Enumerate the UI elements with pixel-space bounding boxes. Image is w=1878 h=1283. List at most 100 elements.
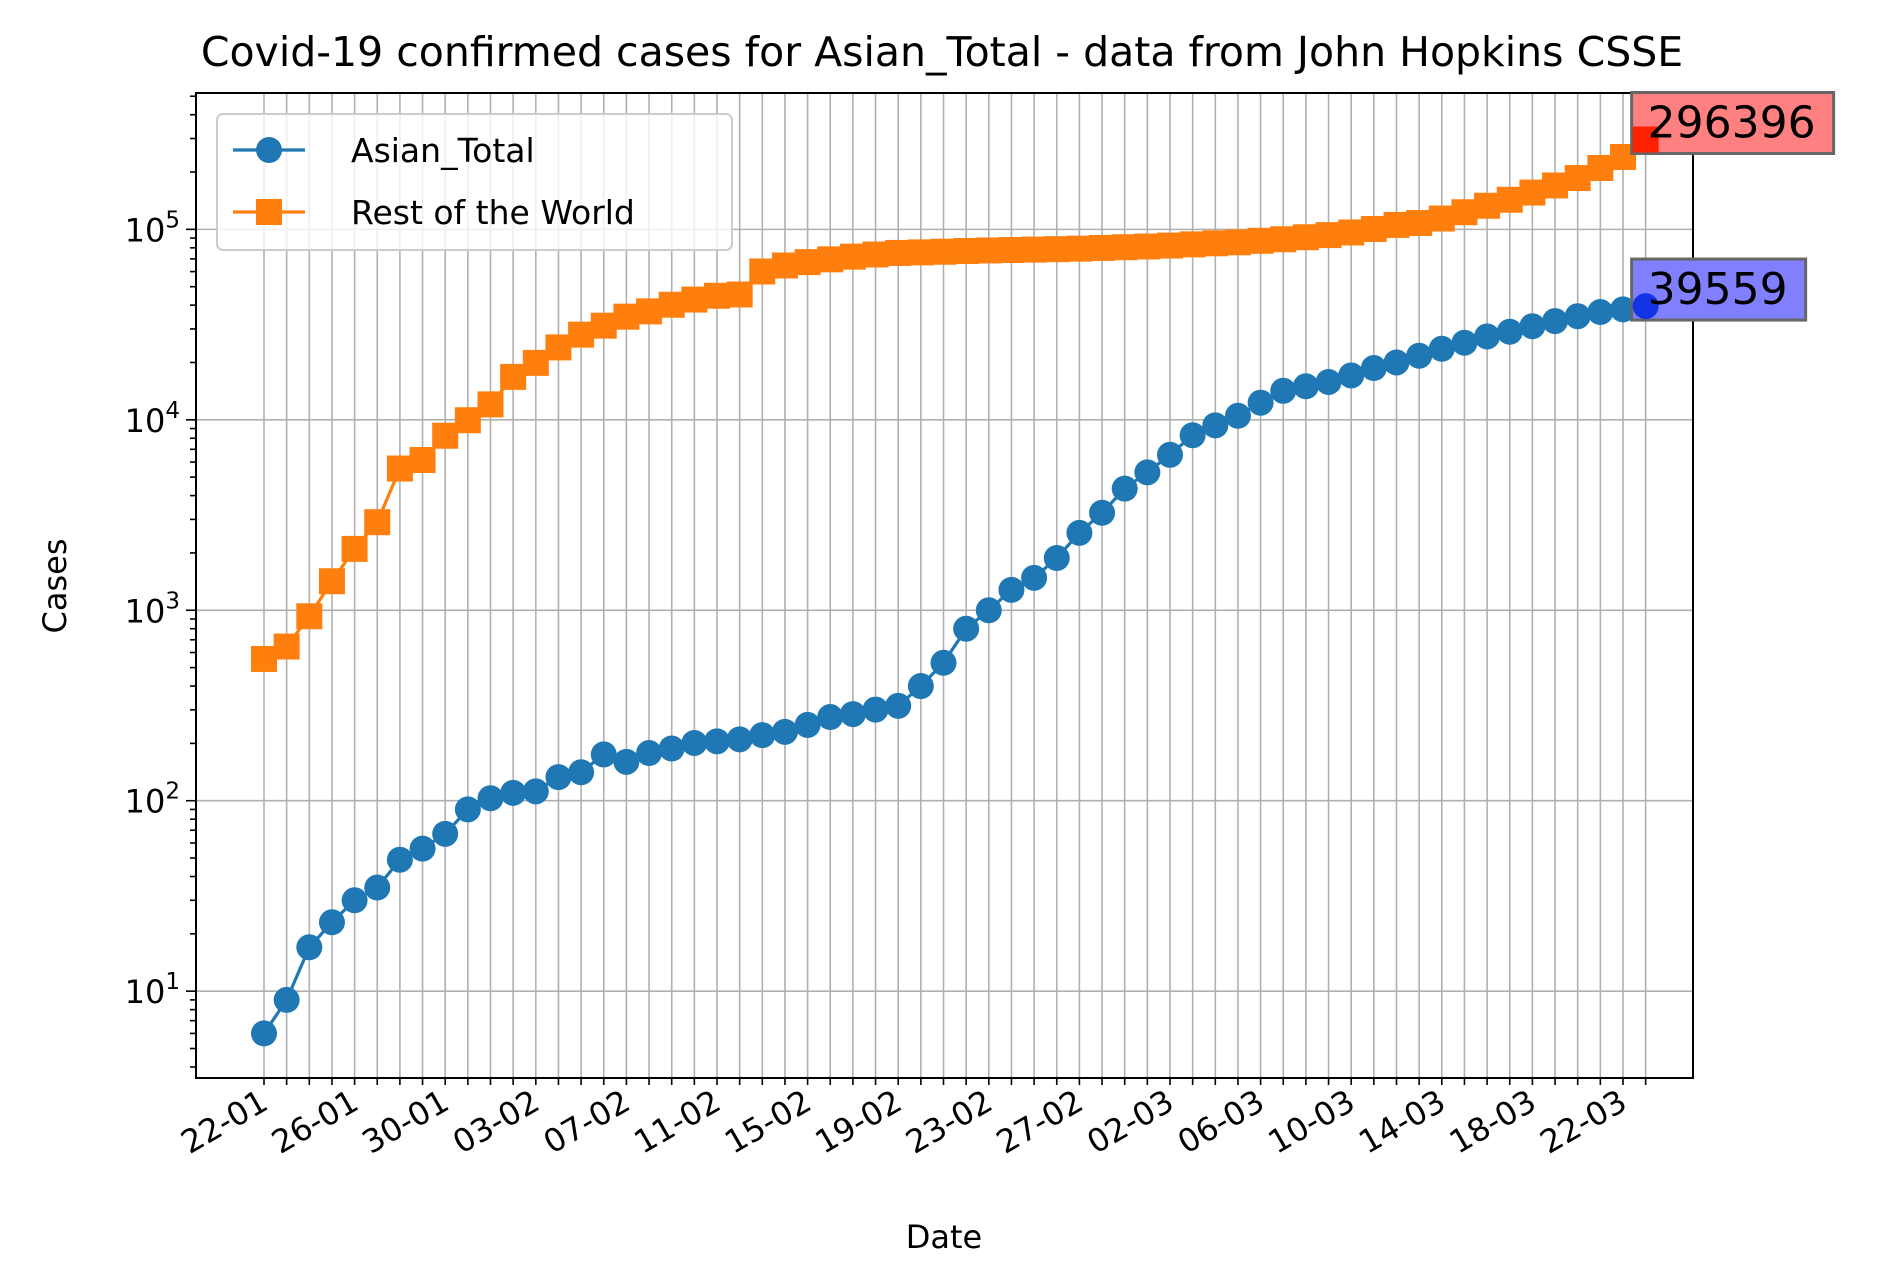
data-point (1338, 362, 1365, 389)
data-point (1496, 318, 1523, 345)
data-point (1270, 377, 1297, 404)
highlight-point (1632, 293, 1659, 320)
data-point (1292, 224, 1319, 251)
data-point (930, 649, 957, 676)
data-point (1383, 349, 1410, 376)
annotation: 39559 (1630, 257, 1808, 322)
data-point (364, 509, 391, 536)
data-point (1089, 499, 1116, 526)
data-point (568, 759, 595, 786)
data-point (1564, 303, 1591, 330)
data-point (1360, 215, 1387, 242)
y-tick-label: 105 (125, 207, 180, 249)
data-point (1089, 234, 1116, 261)
data-point (545, 764, 572, 791)
legend: Asian_Total Rest of the World (216, 113, 733, 251)
data-point (500, 363, 527, 390)
annotation-box (1630, 257, 1808, 322)
data-point (1338, 219, 1365, 246)
data-point (1134, 233, 1161, 260)
data-point (522, 778, 549, 805)
data-point (1224, 229, 1251, 256)
data-point (681, 729, 708, 756)
data-point (1564, 165, 1591, 192)
data-point (1406, 342, 1433, 369)
plot-frame (195, 92, 1694, 1079)
annotation-box (1630, 90, 1836, 155)
data-point (1134, 459, 1161, 486)
data-point (1021, 236, 1048, 263)
data-point (432, 422, 459, 449)
data-point (590, 312, 617, 339)
data-point (273, 633, 300, 660)
data-point (386, 455, 413, 482)
legend-swatch-marker (256, 199, 282, 225)
legend-label: Rest of the World (351, 193, 635, 232)
data-point (1202, 230, 1229, 257)
annotation-label: 39559 (1648, 264, 1788, 315)
data-point (975, 237, 1002, 264)
highlight-point (1632, 126, 1659, 153)
legend-label: Asian_Total (351, 131, 535, 170)
data-point (409, 835, 436, 862)
data-point (907, 673, 934, 700)
data-point (1474, 323, 1501, 350)
data-point (1383, 211, 1410, 238)
data-point (1428, 205, 1455, 232)
data-point (1111, 234, 1138, 261)
data-point (885, 692, 912, 719)
data-point (1043, 236, 1070, 263)
data-point (998, 237, 1025, 264)
data-point (568, 321, 595, 348)
data-point (500, 779, 527, 806)
annotations: 296396 39559 (1630, 90, 1836, 322)
data-point (318, 568, 345, 595)
data-point (839, 243, 866, 270)
data-point (1224, 402, 1251, 429)
data-point (432, 820, 459, 847)
data-point (794, 711, 821, 738)
data-point (296, 603, 323, 630)
data-point (839, 701, 866, 728)
data-point (477, 785, 504, 812)
data-point (1066, 235, 1093, 262)
y-axis-label: Cases (36, 539, 74, 634)
data-point (1111, 475, 1138, 502)
data-point (704, 728, 730, 755)
data-point (862, 241, 889, 268)
data-point (1474, 192, 1501, 219)
data-point (1247, 227, 1274, 254)
data-point (658, 291, 685, 318)
data-point (296, 934, 323, 961)
y-tick-label: 104 (125, 398, 180, 440)
data-point (454, 407, 481, 434)
data-point (1519, 313, 1546, 340)
data-point (681, 286, 708, 313)
data-point (1292, 373, 1319, 400)
data-point (726, 281, 753, 308)
data-point (953, 237, 980, 264)
data-point (1428, 335, 1455, 362)
data-point (749, 722, 776, 749)
data-point (953, 615, 980, 642)
data-point (1179, 422, 1206, 449)
y-tick-label: 101 (125, 969, 180, 1011)
data-point (771, 252, 798, 279)
data-point (318, 909, 345, 936)
legend-item: Asian_Total (233, 131, 535, 170)
data-point (477, 391, 504, 418)
data-point (251, 1020, 277, 1047)
data-point (975, 597, 1002, 624)
data-point (749, 258, 776, 285)
data-point (409, 447, 436, 474)
data-point (364, 874, 391, 901)
data-point (817, 246, 844, 273)
data-point (1451, 199, 1478, 226)
data-point (545, 334, 572, 361)
data-point (1066, 519, 1093, 546)
data-point (1270, 226, 1297, 253)
data-point (1315, 368, 1342, 395)
data-point (1496, 186, 1523, 213)
data-point (1451, 329, 1478, 356)
